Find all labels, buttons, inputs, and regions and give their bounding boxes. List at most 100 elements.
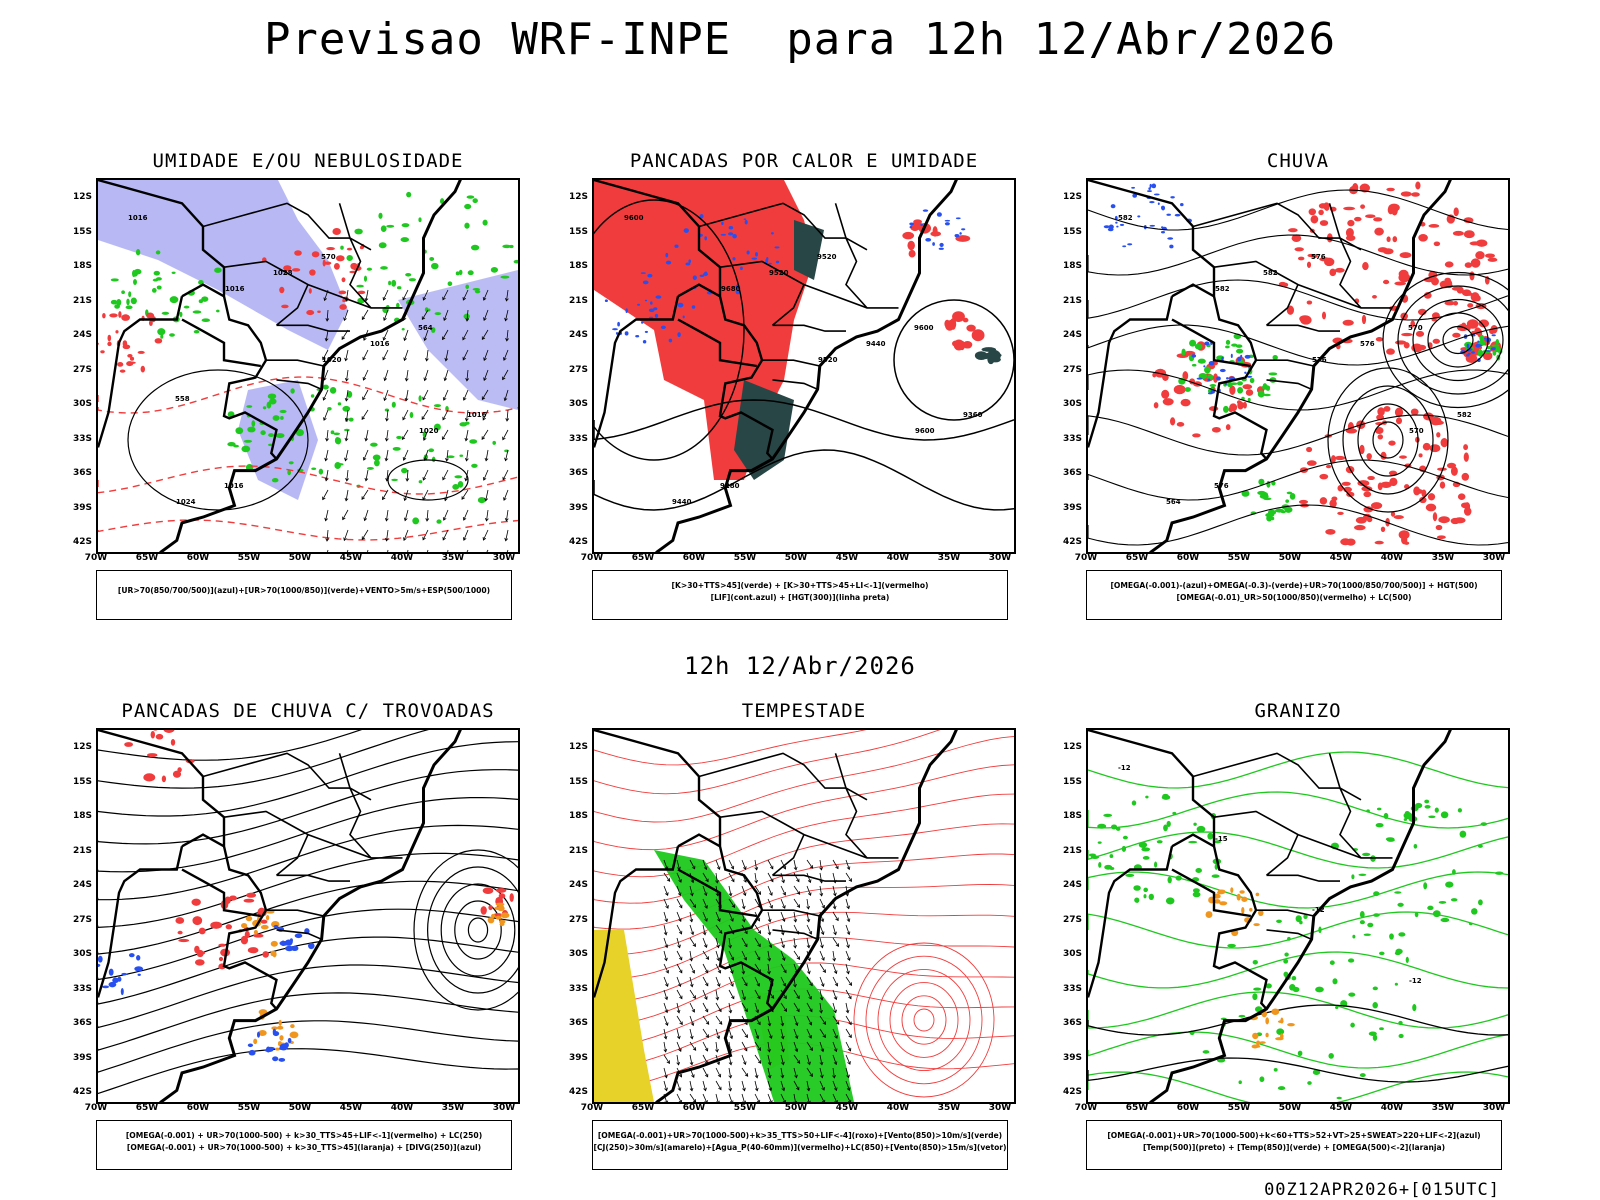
wind-vector xyxy=(845,950,851,961)
latitude-tick-label: 33S xyxy=(568,983,588,994)
longitude-tick-label: 60W xyxy=(1176,553,1200,563)
wind-vector-head xyxy=(502,436,506,441)
wind-vector xyxy=(793,885,801,895)
rain-area-green xyxy=(1263,497,1272,501)
divergence-area-blue xyxy=(121,972,128,976)
wind-vector-head xyxy=(780,1035,785,1040)
divergence-area-blue xyxy=(264,1048,274,1052)
wind-vector-head xyxy=(692,904,697,908)
omega-area-orange xyxy=(1256,1040,1261,1046)
legend-box: [OMEGA(-0.001)+UR>70(1000-500)+k<60+TTS>… xyxy=(1086,1120,1502,1170)
wind-vector xyxy=(728,885,732,896)
wind-vector-head xyxy=(716,866,721,871)
wind-vector-head xyxy=(728,944,732,949)
rain-area-green xyxy=(1265,512,1275,518)
wind-vector-head xyxy=(835,943,840,947)
humidity-contour-green xyxy=(157,328,166,336)
instability-area-red xyxy=(952,340,960,347)
rain-area-red xyxy=(1427,493,1436,501)
wind-vector xyxy=(728,1067,732,1078)
wind-vector xyxy=(767,1015,771,1026)
temp850-contour-green xyxy=(1238,1080,1242,1085)
wind-vector-head xyxy=(425,518,430,522)
longitude-tick-label: 30W xyxy=(988,1103,1012,1113)
rain-area-red xyxy=(1461,472,1470,481)
contour-label: 9600 xyxy=(624,214,644,222)
country-border xyxy=(1171,868,1251,918)
state-border xyxy=(771,284,805,326)
wind-vector-head xyxy=(848,982,853,986)
humidity-contour-green xyxy=(492,440,496,445)
wind-vector-head xyxy=(847,1099,852,1102)
humidity-contour-green xyxy=(116,298,122,306)
wind-vector-head xyxy=(757,1047,762,1051)
rain-area-red xyxy=(1457,493,1466,501)
wind-vector xyxy=(832,924,837,935)
humidity-contour-green xyxy=(433,423,441,431)
wind-vector-head xyxy=(664,1009,669,1014)
divergence-area-blue xyxy=(285,941,293,944)
longitude-tick-label: 65W xyxy=(631,553,655,563)
wind-vector-head xyxy=(781,1061,785,1066)
rain-area-red xyxy=(1366,453,1372,460)
wind-vector-head xyxy=(757,891,762,895)
wind-vector-head xyxy=(464,437,469,442)
humidity-contour-green xyxy=(406,191,412,198)
thickness-contour-red xyxy=(281,304,289,309)
country-border xyxy=(181,318,261,368)
wind-vector xyxy=(702,885,707,896)
rain-area-green xyxy=(1225,339,1231,345)
rain-area-red xyxy=(1229,385,1236,395)
humidity-contour-green xyxy=(482,219,488,226)
wind-vector xyxy=(404,329,409,341)
wind-vector-head xyxy=(422,536,426,541)
wind-vector xyxy=(754,859,758,870)
thunderstorm-area-red xyxy=(198,927,206,935)
thunderstorm-area-red xyxy=(218,956,224,962)
streamline xyxy=(594,764,1014,851)
wind-vector xyxy=(793,1041,798,1052)
wind-vector-head xyxy=(364,297,369,302)
omega-area-orange xyxy=(1205,911,1213,919)
lifted-index-contour-blue xyxy=(682,315,685,319)
wind-vector-head xyxy=(757,995,761,1000)
latitude-tick-label: 15S xyxy=(1062,226,1082,237)
lifted-index-contour-blue xyxy=(922,209,929,212)
wind-vector-head xyxy=(361,496,365,500)
rain-area-red xyxy=(1375,337,1384,342)
wind-vector-head xyxy=(731,995,735,1000)
wind-vector xyxy=(446,449,449,461)
rain-area-red xyxy=(1487,257,1498,262)
longitude-tick-label: 55W xyxy=(733,553,757,563)
contour-line xyxy=(893,299,1014,421)
wind-vector xyxy=(676,937,681,948)
temp850-contour-green xyxy=(1379,1027,1384,1031)
temp850-contour-green xyxy=(1413,843,1418,849)
temp850-contour-green xyxy=(1202,1050,1210,1054)
divergence-area-blue xyxy=(278,1057,286,1062)
instability-area-red xyxy=(907,240,915,251)
thunderstorm-area-red xyxy=(192,916,203,926)
wind-vector-head xyxy=(718,1086,722,1091)
temp850-contour-green xyxy=(1166,820,1171,827)
rain-area-green xyxy=(1272,355,1278,360)
rain-area-red xyxy=(1153,402,1159,409)
thunderstorm-area-orange xyxy=(495,915,502,920)
humidity-contour-green xyxy=(192,310,202,314)
wind-vector-head xyxy=(718,930,723,934)
wind-vector xyxy=(767,1067,771,1078)
wind-vector xyxy=(715,1067,721,1078)
thickness-contour-red xyxy=(346,247,353,251)
lifted-index-contour-blue xyxy=(959,232,962,235)
rain-area-red xyxy=(1479,319,1488,327)
streamline xyxy=(467,917,489,943)
wind-vector-head xyxy=(344,497,349,502)
latitude-tick-label: 27S xyxy=(72,914,92,925)
wind-vector-head xyxy=(362,356,366,361)
temp850-contour-green xyxy=(1394,982,1398,986)
latitude-tick-label: 30S xyxy=(72,949,92,959)
wind-vector-head xyxy=(716,944,720,949)
wind-vector xyxy=(443,309,449,321)
wind-vector xyxy=(767,924,771,935)
wind-vector xyxy=(780,859,786,870)
